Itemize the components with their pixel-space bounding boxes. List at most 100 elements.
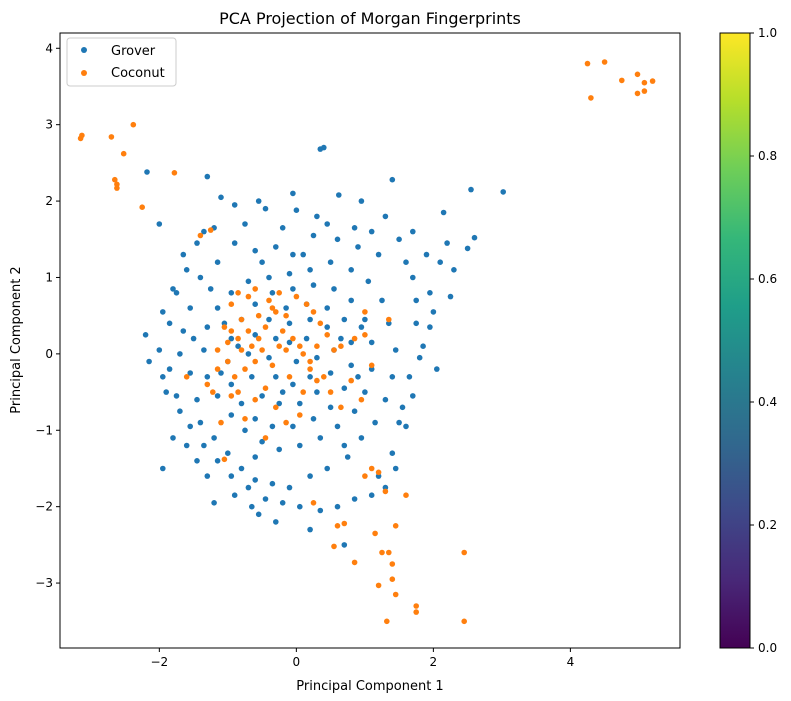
point-grover-29 <box>170 435 176 441</box>
colorbar-gradient <box>719 32 751 649</box>
point-coconut-45 <box>317 320 324 327</box>
point-grover-150 <box>290 381 296 388</box>
point-grover-198 <box>279 389 286 395</box>
point-grover-28 <box>173 393 180 399</box>
point-coconut-1 <box>79 132 85 139</box>
point-coconut-94 <box>382 488 389 495</box>
point-coconut-56 <box>300 389 307 395</box>
point-grover-94 <box>214 305 221 311</box>
legend-box <box>66 37 177 87</box>
point-coconut-107 <box>375 582 382 589</box>
point-grover-176 <box>262 496 269 502</box>
point-coconut-47 <box>303 301 310 308</box>
point-grover-10 <box>262 205 269 212</box>
point-grover-163 <box>413 297 420 304</box>
point-coconut-14 <box>634 71 641 78</box>
y-tick-label-3: 0 <box>45 347 53 361</box>
point-coconut-48 <box>293 293 300 300</box>
point-grover-191 <box>410 228 416 235</box>
point-grover-21 <box>173 290 180 296</box>
point-coconut-112 <box>384 618 390 625</box>
point-grover-185 <box>170 286 176 292</box>
point-coconut-7 <box>114 185 120 191</box>
point-coconut-71 <box>386 316 392 323</box>
point-grover-1 <box>144 169 150 175</box>
point-coconut-50 <box>276 343 283 350</box>
point-coconut-105 <box>331 543 337 550</box>
point-grover-147 <box>273 335 279 342</box>
point-coconut-90 <box>204 381 211 388</box>
point-coconut-84 <box>314 343 320 350</box>
point-grover-140 <box>297 400 303 407</box>
point-grover-7 <box>500 189 507 195</box>
point-coconut-70 <box>362 309 368 315</box>
point-grover-138 <box>259 393 265 399</box>
point-grover-86 <box>365 278 372 285</box>
colorbar: 0.0 0.2 0.4 0.6 0.8 1.0 <box>719 26 777 655</box>
point-grover-189 <box>255 198 262 204</box>
point-coconut-43 <box>321 374 327 380</box>
point-coconut-5 <box>112 176 118 183</box>
legend-label-grover: Grover <box>111 44 156 59</box>
point-grover-104 <box>317 435 324 441</box>
point-grover-168 <box>392 465 399 472</box>
point-grover-32 <box>194 458 200 464</box>
point-grover-25 <box>146 358 152 365</box>
point-grover-23 <box>142 332 149 338</box>
point-grover-107 <box>362 389 368 395</box>
point-coconut-108 <box>389 576 396 582</box>
colorbar-ticks: 0.0 0.2 0.4 0.6 0.8 1.0 <box>750 26 777 655</box>
point-coconut-74 <box>214 347 221 353</box>
point-grover-54 <box>368 228 375 235</box>
point-coconut-28 <box>252 358 258 365</box>
point-grover-126 <box>327 404 334 411</box>
point-grover-83 <box>392 347 399 353</box>
point-grover-81 <box>382 396 389 403</box>
point-grover-188 <box>290 190 296 197</box>
point-grover-55 <box>355 244 361 250</box>
point-coconut-15 <box>641 79 648 86</box>
point-grover-38 <box>273 519 279 525</box>
chart-title: PCA Projection of Morgan Fingerprints <box>219 9 521 28</box>
point-grover-78 <box>344 454 351 460</box>
point-grover-199 <box>338 335 344 342</box>
point-grover-6 <box>468 186 474 193</box>
point-coconut-81 <box>276 290 283 296</box>
point-coconut-88 <box>225 358 231 365</box>
point-grover-68 <box>194 396 200 403</box>
point-grover-165 <box>416 354 423 361</box>
point-coconut-93 <box>375 469 382 476</box>
point-grover-136 <box>245 351 252 357</box>
point-grover-152 <box>314 354 320 361</box>
point-grover-71 <box>225 450 231 457</box>
point-grover-44 <box>399 404 406 411</box>
point-coconut-58 <box>297 343 303 350</box>
point-coconut-67 <box>358 396 365 403</box>
point-coconut-91 <box>235 389 241 395</box>
point-grover-109 <box>368 339 375 346</box>
point-grover-116 <box>252 301 258 308</box>
point-grover-45 <box>406 374 413 380</box>
point-grover-64 <box>187 305 193 311</box>
point-grover-36 <box>249 503 255 510</box>
point-coconut-98 <box>392 523 399 529</box>
point-grover-102 <box>276 446 283 453</box>
point-grover-39 <box>307 526 313 533</box>
point-grover-4 <box>389 176 396 183</box>
point-grover-122 <box>252 416 258 422</box>
point-grover-90 <box>286 270 293 277</box>
point-coconut-77 <box>245 328 252 334</box>
point-grover-72 <box>238 465 245 472</box>
point-grover-48 <box>434 366 440 372</box>
point-grover-124 <box>290 423 296 430</box>
point-coconut-59 <box>286 374 293 380</box>
point-grover-93 <box>228 290 235 296</box>
point-coconut-86 <box>331 347 337 353</box>
point-coconut-18 <box>641 88 648 94</box>
point-grover-46 <box>420 343 426 350</box>
point-coconut-103 <box>389 561 396 567</box>
point-grover-88 <box>327 259 334 266</box>
x-tick-label-3: 4 <box>567 655 575 669</box>
point-coconut-83 <box>283 347 289 353</box>
point-grover-127 <box>341 385 348 392</box>
